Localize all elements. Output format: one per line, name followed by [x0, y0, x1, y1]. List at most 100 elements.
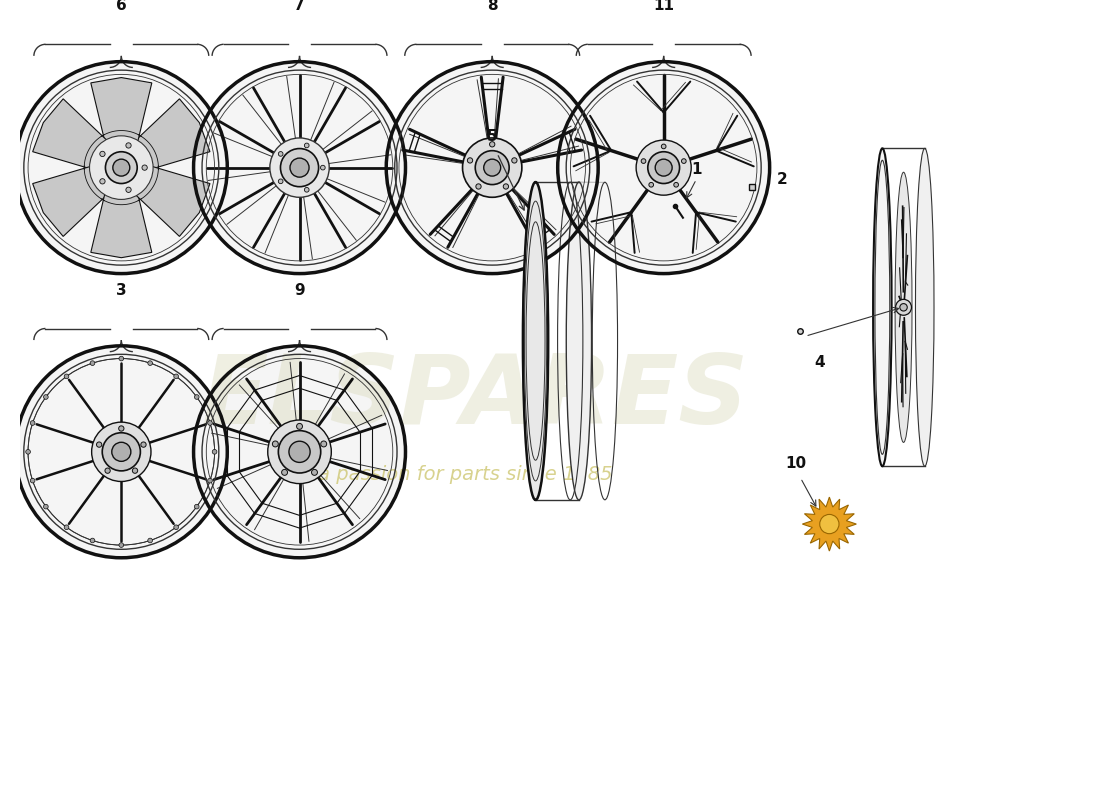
Polygon shape	[135, 99, 210, 169]
Circle shape	[311, 470, 318, 475]
Circle shape	[212, 450, 217, 454]
Circle shape	[282, 470, 287, 475]
Circle shape	[97, 442, 102, 447]
Circle shape	[194, 346, 406, 558]
Text: 1: 1	[691, 162, 702, 178]
Circle shape	[44, 504, 48, 509]
Circle shape	[113, 159, 130, 176]
Circle shape	[900, 303, 908, 311]
Circle shape	[125, 187, 131, 193]
Circle shape	[89, 136, 153, 199]
Ellipse shape	[566, 182, 592, 500]
Circle shape	[305, 187, 309, 192]
Circle shape	[112, 442, 131, 462]
Circle shape	[125, 143, 131, 148]
Circle shape	[649, 182, 653, 187]
Circle shape	[558, 62, 770, 274]
Circle shape	[104, 468, 110, 474]
Circle shape	[682, 158, 686, 163]
Circle shape	[267, 420, 331, 483]
Text: 8: 8	[487, 0, 497, 14]
Circle shape	[476, 184, 481, 189]
Circle shape	[147, 361, 153, 366]
Circle shape	[119, 356, 123, 361]
Circle shape	[119, 542, 123, 547]
Circle shape	[278, 430, 321, 473]
Ellipse shape	[522, 182, 548, 500]
Circle shape	[64, 525, 69, 530]
Circle shape	[490, 142, 495, 147]
Polygon shape	[33, 166, 108, 237]
Circle shape	[195, 394, 199, 399]
Circle shape	[195, 504, 199, 509]
Circle shape	[641, 158, 646, 163]
Circle shape	[280, 149, 319, 186]
Circle shape	[31, 478, 35, 483]
Circle shape	[661, 144, 666, 149]
Circle shape	[142, 165, 147, 170]
Circle shape	[102, 433, 141, 471]
Polygon shape	[33, 99, 108, 169]
Circle shape	[462, 138, 521, 198]
Circle shape	[297, 423, 302, 430]
Circle shape	[321, 441, 327, 447]
Circle shape	[119, 426, 124, 431]
Circle shape	[656, 159, 672, 176]
Circle shape	[648, 152, 680, 183]
Text: 3: 3	[116, 282, 127, 298]
Circle shape	[820, 514, 839, 534]
Circle shape	[194, 62, 406, 274]
Circle shape	[290, 158, 309, 177]
Polygon shape	[91, 78, 152, 142]
Text: 9: 9	[294, 282, 305, 298]
Circle shape	[475, 150, 509, 185]
Circle shape	[305, 143, 309, 148]
Polygon shape	[91, 193, 152, 258]
Circle shape	[320, 166, 326, 170]
Circle shape	[278, 151, 283, 156]
Circle shape	[15, 346, 228, 558]
Circle shape	[512, 158, 517, 163]
Circle shape	[44, 394, 48, 399]
Circle shape	[208, 421, 212, 426]
Circle shape	[270, 138, 329, 198]
Circle shape	[106, 152, 138, 183]
Circle shape	[174, 525, 178, 530]
Circle shape	[278, 179, 283, 184]
Circle shape	[64, 374, 69, 378]
Ellipse shape	[915, 148, 934, 466]
Ellipse shape	[873, 148, 892, 466]
Circle shape	[25, 450, 31, 454]
Circle shape	[91, 422, 151, 482]
Circle shape	[31, 421, 35, 426]
Text: 5: 5	[487, 129, 497, 143]
Text: 6: 6	[116, 0, 127, 14]
Circle shape	[15, 62, 228, 274]
Circle shape	[208, 478, 212, 483]
Circle shape	[141, 442, 146, 447]
Polygon shape	[802, 497, 856, 551]
Circle shape	[174, 374, 178, 378]
Circle shape	[636, 140, 691, 195]
Polygon shape	[135, 166, 210, 237]
Circle shape	[674, 182, 679, 187]
Text: 11: 11	[653, 0, 674, 14]
Circle shape	[100, 178, 106, 184]
Circle shape	[895, 299, 912, 315]
Text: 2: 2	[777, 172, 788, 186]
Circle shape	[147, 538, 153, 543]
Circle shape	[273, 441, 278, 447]
Circle shape	[90, 361, 95, 366]
Circle shape	[468, 158, 473, 163]
Text: a passion for parts since 1985: a passion for parts since 1985	[318, 466, 613, 485]
Text: 10: 10	[785, 456, 806, 471]
Circle shape	[90, 538, 95, 543]
Ellipse shape	[895, 172, 912, 442]
Circle shape	[504, 184, 508, 189]
Circle shape	[484, 159, 500, 176]
Text: 7: 7	[294, 0, 305, 14]
Circle shape	[100, 151, 106, 157]
Circle shape	[132, 468, 138, 474]
Circle shape	[386, 62, 598, 274]
Text: ELSPARES: ELSPARES	[202, 351, 749, 444]
